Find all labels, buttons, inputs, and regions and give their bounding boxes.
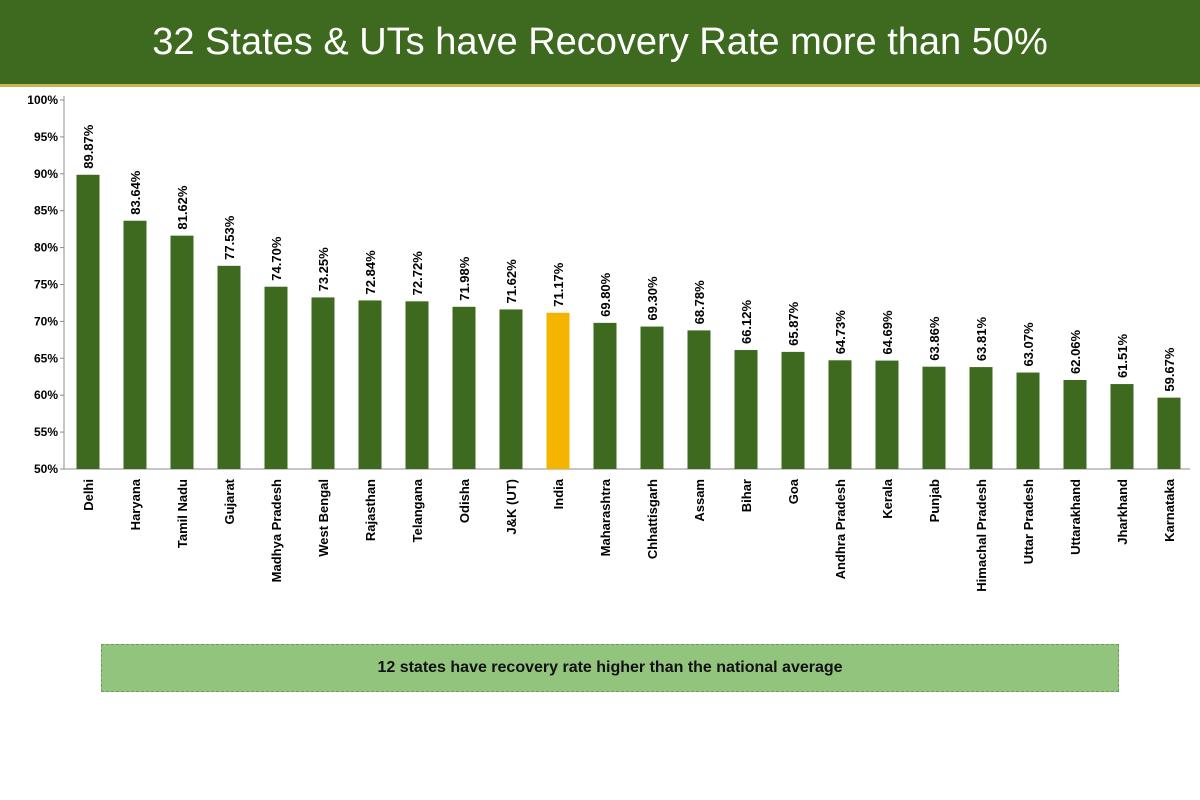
value-label: 69.30% — [645, 276, 660, 321]
value-label: 65.87% — [786, 301, 801, 346]
value-label: 71.17% — [551, 262, 566, 307]
category-label: Chhattisgarh — [645, 479, 660, 559]
category-label: Madhya Pradesh — [269, 479, 284, 582]
value-label: 72.72% — [410, 251, 425, 296]
category-label: Andhra Pradesh — [833, 479, 848, 579]
category-label: Tamil Nadu — [175, 479, 190, 548]
bar — [734, 350, 758, 469]
bar — [969, 367, 993, 469]
bar — [687, 330, 711, 469]
category-label: Maharashtra — [598, 478, 613, 556]
bar — [1063, 379, 1087, 469]
bar — [405, 301, 429, 469]
category-label: Haryana — [128, 478, 143, 530]
value-label: 63.81% — [974, 317, 989, 362]
value-label: 64.73% — [833, 310, 848, 355]
category-label: Gujarat — [222, 478, 237, 524]
bar — [311, 297, 335, 469]
value-label: 69.80% — [598, 272, 613, 317]
y-tick-label: 65% — [34, 351, 58, 365]
bar — [170, 235, 194, 469]
value-label: 77.53% — [222, 215, 237, 260]
value-label: 74.70% — [269, 236, 284, 281]
category-label: Uttarakhand — [1068, 479, 1083, 555]
bar — [1157, 397, 1181, 469]
bar — [1110, 384, 1134, 469]
bar — [217, 265, 241, 469]
recovery-rate-bar-chart: 50% 55% 60% 65% 70% 75% 80% 85% 90% 95% 100% 89.87%… — [27, 93, 1190, 592]
category-label: Jharkhand — [1115, 479, 1130, 545]
y-tick-label: 60% — [34, 388, 58, 402]
value-label: 62.06% — [1068, 329, 1083, 374]
value-label: 66.12% — [739, 300, 754, 345]
bar — [358, 300, 382, 469]
y-tick-label: 100% — [27, 93, 58, 107]
value-label: 71.98% — [457, 256, 472, 301]
y-tick-label: 80% — [34, 241, 58, 255]
value-label: 63.07% — [1021, 322, 1036, 367]
bar — [264, 286, 288, 469]
y-tick-label: 90% — [34, 167, 58, 181]
category-label: Delhi — [81, 479, 96, 511]
value-label: 72.84% — [363, 250, 378, 295]
value-label: 71.62% — [504, 259, 519, 304]
bar — [123, 220, 147, 469]
category-label: Punjab — [927, 479, 942, 522]
category-label: India — [551, 478, 566, 509]
y-tick-label: 85% — [34, 204, 58, 218]
title-bar: 32 States & UTs have Recovery Rate more … — [0, 0, 1200, 87]
y-tick-label: 70% — [34, 314, 58, 328]
y-tick-label: 50% — [34, 462, 58, 476]
bar — [546, 312, 570, 469]
category-label: J&K (UT) — [504, 479, 519, 535]
bar — [593, 322, 617, 469]
national-average-note: 12 states have recovery rate higher than… — [101, 644, 1119, 692]
y-tick-label: 55% — [34, 425, 58, 439]
value-label: 81.62% — [175, 185, 190, 230]
value-label: 63.86% — [927, 316, 942, 361]
bar — [828, 360, 852, 469]
bar — [922, 366, 946, 469]
category-label: Kerala — [880, 478, 895, 519]
value-label: 83.64% — [128, 170, 143, 215]
bar — [452, 306, 476, 469]
value-label: 68.78% — [692, 280, 707, 325]
category-label: Bihar — [739, 479, 754, 512]
category-label: Karnataka — [1162, 478, 1177, 542]
y-tick-label: 75% — [34, 278, 58, 292]
value-label: 89.87% — [81, 124, 96, 169]
category-label: Odisha — [457, 478, 472, 523]
bar — [640, 326, 664, 469]
page-title: 32 States & UTs have Recovery Rate more … — [152, 20, 1048, 63]
category-label: Uttar Pradesh — [1021, 479, 1036, 564]
value-label: 64.69% — [880, 310, 895, 355]
category-label: Telangana — [410, 478, 425, 542]
category-label: Assam — [692, 479, 707, 522]
y-tick-label: 95% — [34, 130, 58, 144]
value-label: 61.51% — [1115, 334, 1130, 379]
category-label: Himachal Pradesh — [974, 479, 989, 592]
value-label: 59.67% — [1162, 347, 1177, 392]
category-label: Rajasthan — [363, 479, 378, 541]
bar — [875, 360, 899, 469]
bar — [781, 351, 805, 469]
bar — [499, 309, 523, 469]
bar — [76, 174, 100, 469]
value-label: 73.25% — [316, 247, 331, 292]
category-label: West Bengal — [316, 479, 331, 557]
category-label: Goa — [786, 478, 801, 504]
bar — [1016, 372, 1040, 469]
